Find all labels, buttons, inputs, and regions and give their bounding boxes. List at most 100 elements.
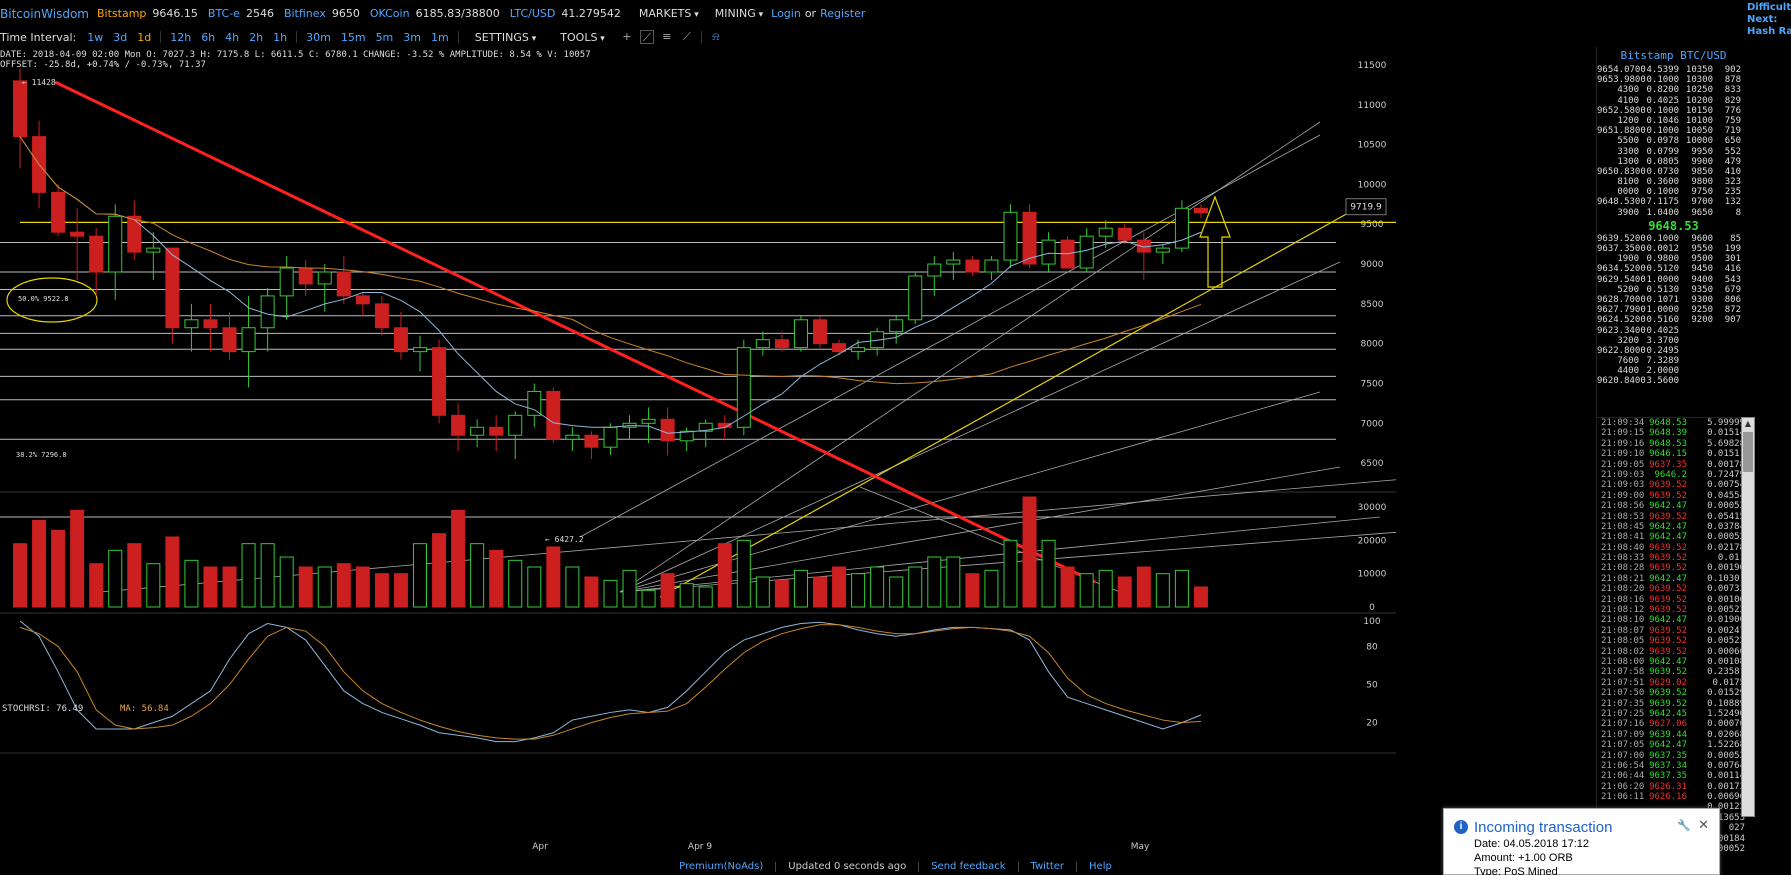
trades-list[interactable]: 21:09:34 9648.53 5.99999 21:09:15 9648.39 0.0… [1597,417,1751,867]
market-name[interactable]: LTC/USD [509,7,556,20]
volume-bar [32,519,47,608]
orderbook-cell: 4400 [1617,366,1639,377]
interval-2h[interactable]: 2h [249,30,264,44]
wrench-icon[interactable]: 🔧 [1677,820,1691,832]
tools-menu[interactable]: TOOLS [560,31,605,44]
orderbook-cell: 9900 [1691,156,1713,167]
bell-icon[interactable]: ⍾ [712,30,720,43]
market-name[interactable]: OKCoin [369,7,410,20]
trade-time: 21:09:15 [1601,428,1645,439]
orderbook-row: 9628.7000 0.1071 9300 806 [1597,295,1750,305]
notification-amount: Amount: +1.00 ORB [1474,852,1573,864]
site-logo[interactable]: BitcoinWisdom [0,6,89,21]
trade-volume: 0.72479 [1707,469,1745,480]
interval-12h[interactable]: 12h [170,30,192,44]
trade-price: 9639.52 [1649,511,1687,522]
volume-bar [679,583,694,608]
trade-price: 9642.47 [1649,521,1687,532]
horizontal-lines-icon[interactable]: ≡ [662,30,672,43]
settings-menu[interactable]: SETTINGS [475,31,537,44]
crosshair-icon[interactable]: + [622,30,632,43]
orderbook-cell: 9950 [1691,146,1713,157]
price-chart[interactable]: 11500 11000 10500 10000 9500 9000 8500 8000 7500… [0,47,1396,857]
premium-link[interactable]: Premium(NoAds) [679,861,764,872]
trade-volume: 0.00754 [1707,480,1745,491]
market-name[interactable]: Bitstamp [97,7,147,20]
orderbook-row: 9650.8300 0.0730 9850 410 [1597,167,1750,177]
market-ticker[interactable]: LTC/USD 41.279542 [510,7,621,20]
orderbook-cell: 10000 [1685,136,1713,147]
interval-1m[interactable]: 1m [431,30,449,44]
mining-menu[interactable]: MINING [715,7,763,20]
orderbook-row: 4300 0.8200 10250 833 [1597,85,1750,95]
twitter-link[interactable]: Twitter [1030,861,1065,872]
interval-4h[interactable]: 4h [225,30,240,44]
interval-1h[interactable]: 1h [273,30,288,44]
trade-volume: 0.10301 [1707,573,1745,584]
orderbook-cell: 10200 [1685,95,1713,106]
trade-volume: 0.05415 [1707,511,1745,522]
volume-tick-label: 10000 [1358,570,1387,580]
notification-header: i Incoming transaction [1444,817,1719,837]
market-name[interactable]: BTC-e [207,7,240,20]
scroll-thumb[interactable] [1743,432,1753,472]
orderbook-row: 9651.8800 0.1000 10050 719 [1597,126,1750,136]
orderbook-cell [1713,366,1741,376]
help-link[interactable]: Help [1089,861,1112,872]
interval-5m[interactable]: 5m [375,30,394,44]
transaction-notification[interactable]: i Incoming transaction 🔧 ✕ Date: 04.05.2… [1443,808,1720,875]
interval-6h[interactable]: 6h [201,30,216,44]
orderbook-row: 3300 0.0799 9950 552 [1597,147,1750,157]
trade-volume: 1.52496 [1707,708,1745,719]
volume-bar [489,549,504,608]
market-ticker[interactable]: BTC-e 2546 [208,7,274,20]
interval-15m[interactable]: 15m [340,30,366,44]
market-price: 9650 [331,7,360,20]
candle-body [1155,247,1170,253]
market-ticker[interactable]: Bitstamp 9646.15 [97,7,198,20]
interval-3d[interactable]: 3d [113,30,128,44]
interval-30m[interactable]: 30m [306,30,331,44]
markets-menu[interactable]: MARKETS [639,7,699,20]
trade-volume: 0.011 [1717,553,1745,564]
candle-ohlc-line: DATE: 2018-04-09 02:00 Mon O: 7027.3 H: … [0,50,591,60]
orderbook-row: 0000 0.1000 9750 235 [1597,187,1750,197]
trade-volume: 0.00114 [1707,771,1745,782]
feedback-link[interactable]: Send feedback [931,861,1006,872]
interval-3m[interactable]: 3m [403,30,421,44]
market-name[interactable]: Bitfinex [283,7,326,20]
trades-scrollbar[interactable]: ▲ [1741,417,1755,817]
market-ticker[interactable]: OKCoin 6185.83/38800 [370,7,500,20]
trade-price: 9639.52 [1649,594,1687,605]
trade-price: 9637.35 [1649,459,1687,470]
close-icon[interactable]: ✕ [1698,817,1709,832]
candle-body [832,343,847,353]
x-axis-label: May [1131,842,1150,852]
volume-bar [13,543,27,608]
volume-bar [165,536,180,608]
orderbook-cell: 9600 [1691,233,1713,244]
price-tick-label: 8000 [1361,340,1384,350]
market-ticker[interactable]: Bitfinex 9650 [284,7,360,20]
login-link[interactable]: Login [771,7,801,20]
trade-row: 21:08:05 9639.52 0.00522 [1597,636,1751,646]
orderbook-cell: 907 [1724,315,1741,326]
candle-body [413,347,427,353]
trade-row: 027 [1597,823,1751,833]
interval-1d[interactable]: 1d [137,30,152,44]
trade-price: 9639.52 [1649,480,1687,491]
register-link[interactable]: Register [820,7,866,20]
trade-time: 21:09:16 [1601,438,1645,449]
candle-body [1003,211,1018,261]
trade-row: 21:08:16 9639.52 0.00106 [1597,595,1751,605]
orderbook-cell: 3.5600 [1646,376,1679,387]
orderbook-row: 9637.3500 0.0012 9550 199 [1597,244,1750,254]
interval-divider [457,31,459,43]
trendline-tool-icon[interactable]: ⟋ [639,30,654,44]
interval-1w[interactable]: 1w [87,30,104,44]
candle-body [698,422,713,432]
trade-row: 21:07:51 9629.02 0.0175 [1597,678,1751,688]
scroll-up-icon[interactable]: ▲ [1744,419,1752,428]
candle-body [127,215,142,253]
fan-tool-icon[interactable]: ⟋ [682,30,691,43]
